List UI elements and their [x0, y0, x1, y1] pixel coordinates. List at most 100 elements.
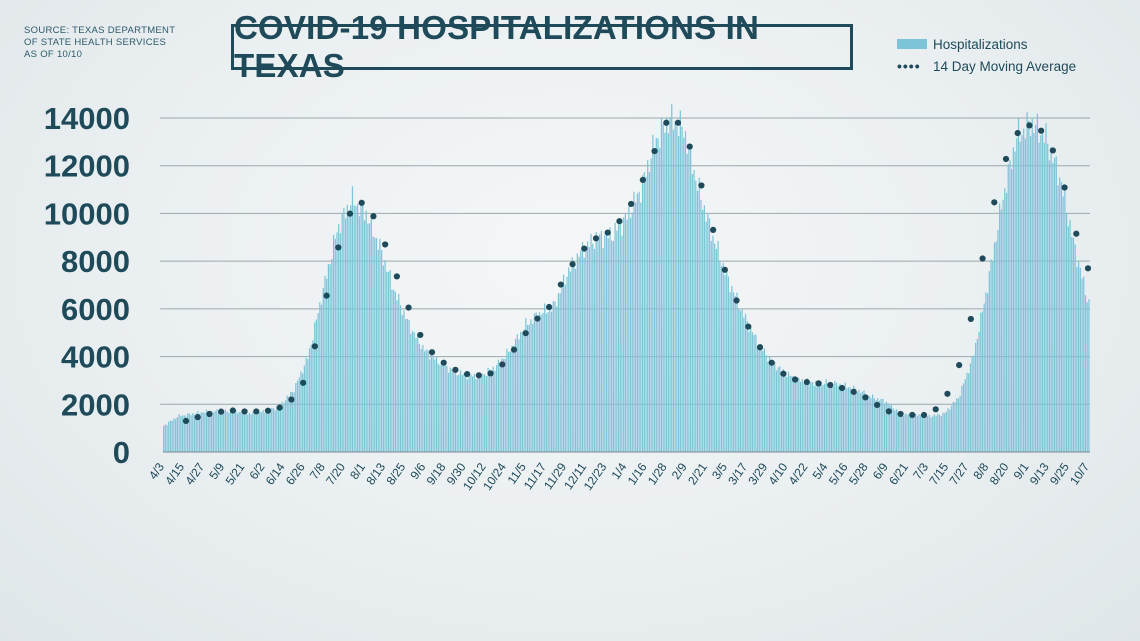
- moving-average-dot: [581, 245, 588, 252]
- legend-item-hospitalizations: Hospitalizations: [897, 33, 1076, 55]
- hospitalization-bar: [465, 375, 467, 452]
- hospitalization-bar: [990, 259, 992, 452]
- hospitalization-bar: [635, 202, 637, 452]
- moving-average-dot: [335, 244, 342, 251]
- hospitalization-bar: [226, 411, 228, 452]
- hospitalization-bar: [562, 274, 565, 452]
- hospitalization-bar: [1077, 261, 1080, 452]
- hospitalization-bar: [678, 136, 680, 452]
- hospitalization-bar: [899, 412, 901, 452]
- hospitalization-bar: [317, 313, 319, 452]
- hospitalization-bar: [925, 415, 927, 452]
- hospitalization-bar: [681, 126, 683, 452]
- hospitalization-bar: [937, 413, 939, 452]
- hospitalization-bar: [489, 369, 491, 452]
- x-tick-label: 4/10: [766, 460, 791, 487]
- x-tick-label: 9/18: [424, 460, 449, 487]
- hospitalization-bar: [817, 380, 819, 452]
- hospitalization-bar: [992, 261, 994, 452]
- hospitalization-bar: [216, 409, 218, 452]
- hospitalization-bar: [918, 414, 920, 452]
- moving-average-dot: [382, 241, 389, 248]
- hospitalization-bar: [914, 414, 917, 452]
- hospitalization-bar: [411, 331, 414, 452]
- hospitalization-bar: [957, 398, 960, 452]
- hospitalization-bar: [398, 293, 400, 452]
- moving-average-dot: [311, 343, 318, 350]
- hospitalization-bar: [439, 365, 441, 452]
- moving-average-dot: [768, 359, 775, 366]
- hospitalization-bar: [235, 410, 237, 452]
- hospitalization-bar: [944, 413, 946, 452]
- hospitalization-bar: [521, 332, 524, 452]
- hospitalization-bar: [224, 409, 227, 452]
- hospitalization-bar: [382, 265, 384, 452]
- hospitalization-bar: [703, 205, 705, 452]
- hospitalization-bar: [954, 402, 956, 452]
- moving-average-dot: [1084, 265, 1092, 272]
- hospitalization-bar: [538, 312, 541, 452]
- hospitalization-bar: [245, 413, 247, 452]
- moving-average-dot: [698, 182, 705, 189]
- hospitalization-bar: [272, 408, 275, 452]
- hospitalization-bar: [205, 409, 208, 452]
- hospitalization-bar: [187, 413, 189, 452]
- moving-average-dot: [300, 379, 307, 386]
- hospitalization-bar: [204, 413, 206, 452]
- hospitalization-bar: [496, 364, 498, 452]
- hospitalization-bar: [1072, 237, 1075, 452]
- hospitalization-bar: [976, 338, 978, 452]
- moving-average-dot: [967, 315, 974, 323]
- hospitalization-bar: [674, 121, 676, 453]
- hospitalization-bar: [1079, 267, 1081, 452]
- x-tick-label: 6/21: [886, 460, 911, 487]
- hospitalization-bar: [221, 411, 223, 452]
- hospitalization-bar: [801, 379, 803, 452]
- hospitalization-bar: [401, 314, 403, 452]
- moving-average-dot: [674, 119, 682, 126]
- moving-average-dot: [487, 370, 494, 377]
- moving-average-dot: [874, 401, 881, 409]
- hospitalization-bar: [1060, 182, 1063, 452]
- hospitalization-bar: [454, 369, 457, 452]
- hospitalization-bar: [528, 324, 530, 452]
- hospitalization-bar: [554, 301, 556, 452]
- moving-average-dot: [522, 330, 529, 337]
- hospitalization-bar: [360, 199, 362, 452]
- source-note: SOURCE: TEXAS DEPARTMENT OF STATE HEALTH…: [24, 25, 224, 61]
- hospitalization-bar: [1009, 159, 1011, 452]
- hospitalization-bar: [472, 376, 474, 452]
- hospitalization-bar: [369, 223, 371, 452]
- hospitalization-bar: [480, 376, 482, 452]
- hospitalization-bar: [1083, 276, 1085, 452]
- hospitalization-bar: [962, 383, 965, 452]
- hospitalization-bar: [266, 411, 268, 452]
- hospitalization-bar: [1071, 236, 1073, 452]
- hospitalization-bar: [564, 284, 566, 452]
- hospitalization-bar: [799, 381, 802, 452]
- hospitalization-bar: [537, 320, 539, 452]
- hospitalization-bar: [736, 292, 738, 452]
- hospitalization-bar: [949, 409, 951, 452]
- hospitalization-bar: [449, 367, 451, 452]
- hospitalization-bar: [322, 287, 324, 452]
- hospitalization-bar: [1069, 219, 1071, 452]
- hospitalization-bar: [303, 365, 306, 452]
- hospitalization-bar: [638, 191, 640, 453]
- moving-average-dot: [885, 408, 892, 415]
- moving-average-dot: [510, 346, 518, 353]
- hospitalization-bar: [755, 334, 757, 452]
- hospitalization-bar: [748, 331, 750, 452]
- hospitalization-bar: [811, 382, 814, 452]
- hospitalization-bar: [408, 320, 410, 452]
- hospitalization-bar: [350, 205, 352, 452]
- hospitalization-bar: [933, 414, 936, 452]
- hospitalization-bar: [722, 262, 724, 452]
- hospitalization-bar: [502, 359, 505, 452]
- hospitalization-bar: [714, 243, 716, 452]
- hospitalization-bar: [787, 371, 790, 452]
- hospitalization-bar: [964, 379, 966, 452]
- hospitalization-bar: [307, 359, 309, 452]
- hospitalization-bar: [997, 229, 999, 452]
- hospitalization-bar: [329, 264, 331, 452]
